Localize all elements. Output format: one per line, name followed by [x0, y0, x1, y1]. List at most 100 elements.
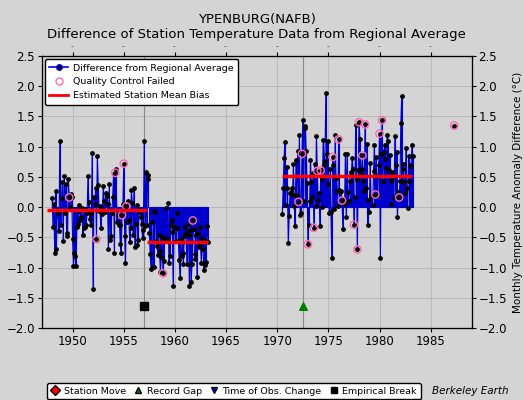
Point: [138, 235, 147, 241]
Point: [378, 117, 386, 123]
Point: [311, 160, 319, 167]
Point: [140, 302, 148, 309]
Point: [141, 223, 149, 229]
Point: [201, 262, 209, 268]
Point: [99, 183, 107, 189]
Point: [369, 168, 378, 174]
Point: [132, 220, 140, 227]
Point: [348, 154, 356, 161]
Point: [140, 138, 148, 144]
Point: [357, 166, 366, 172]
Point: [299, 198, 308, 204]
Point: [103, 201, 112, 208]
Point: [121, 260, 129, 266]
Point: [450, 122, 458, 129]
Point: [55, 228, 63, 234]
Point: [354, 167, 363, 174]
Point: [121, 232, 129, 239]
Point: [160, 236, 169, 242]
Point: [162, 235, 171, 241]
Point: [308, 193, 316, 200]
Point: [401, 189, 409, 196]
Point: [332, 175, 340, 182]
Point: [119, 200, 127, 207]
Point: [407, 162, 415, 169]
Point: [304, 222, 313, 228]
Point: [356, 171, 365, 177]
Point: [352, 176, 361, 183]
Point: [283, 185, 292, 191]
Point: [111, 170, 119, 176]
Point: [355, 119, 363, 126]
Point: [379, 148, 388, 155]
Point: [174, 237, 182, 244]
Point: [187, 279, 195, 285]
Point: [325, 210, 333, 216]
Point: [195, 224, 204, 230]
Point: [371, 191, 379, 198]
Point: [294, 199, 303, 205]
Point: [124, 198, 132, 204]
Point: [352, 122, 360, 128]
Point: [314, 196, 322, 203]
Point: [194, 230, 202, 236]
Point: [177, 237, 185, 244]
Point: [69, 236, 77, 243]
Point: [146, 251, 155, 258]
Point: [103, 193, 111, 199]
Point: [387, 178, 396, 184]
Point: [136, 209, 144, 215]
Point: [393, 213, 401, 220]
Point: [99, 210, 107, 217]
Point: [279, 184, 287, 191]
Point: [112, 165, 121, 172]
Point: [337, 188, 345, 194]
Point: [299, 116, 307, 123]
Point: [392, 149, 401, 156]
Point: [115, 222, 124, 229]
Point: [370, 142, 379, 148]
Point: [198, 234, 206, 241]
Point: [397, 120, 405, 126]
Point: [48, 195, 57, 201]
Point: [403, 205, 412, 212]
Point: [107, 210, 116, 216]
Point: [313, 168, 322, 174]
Point: [191, 256, 200, 262]
Point: [50, 201, 58, 207]
Point: [302, 148, 310, 154]
Point: [167, 217, 176, 223]
Point: [450, 122, 458, 129]
Point: [372, 153, 380, 160]
Point: [184, 232, 193, 238]
Point: [188, 261, 196, 268]
Point: [86, 222, 95, 228]
Point: [358, 152, 367, 158]
Point: [366, 160, 374, 166]
Point: [87, 210, 95, 216]
Point: [315, 189, 323, 196]
Point: [313, 168, 322, 174]
Point: [320, 162, 329, 168]
Point: [306, 157, 314, 163]
Point: [391, 162, 400, 168]
Point: [345, 178, 354, 184]
Point: [130, 185, 138, 191]
Point: [170, 224, 178, 230]
Point: [179, 261, 188, 267]
Point: [346, 172, 355, 178]
Point: [111, 170, 119, 176]
Point: [310, 225, 318, 231]
Point: [189, 217, 197, 224]
Point: [73, 223, 81, 230]
Point: [122, 203, 130, 210]
Point: [305, 198, 314, 204]
Point: [91, 201, 99, 208]
Point: [190, 251, 199, 258]
Point: [289, 161, 298, 167]
Point: [63, 233, 72, 240]
Point: [409, 152, 417, 159]
Point: [73, 220, 82, 227]
Point: [335, 186, 344, 193]
Point: [110, 250, 118, 256]
